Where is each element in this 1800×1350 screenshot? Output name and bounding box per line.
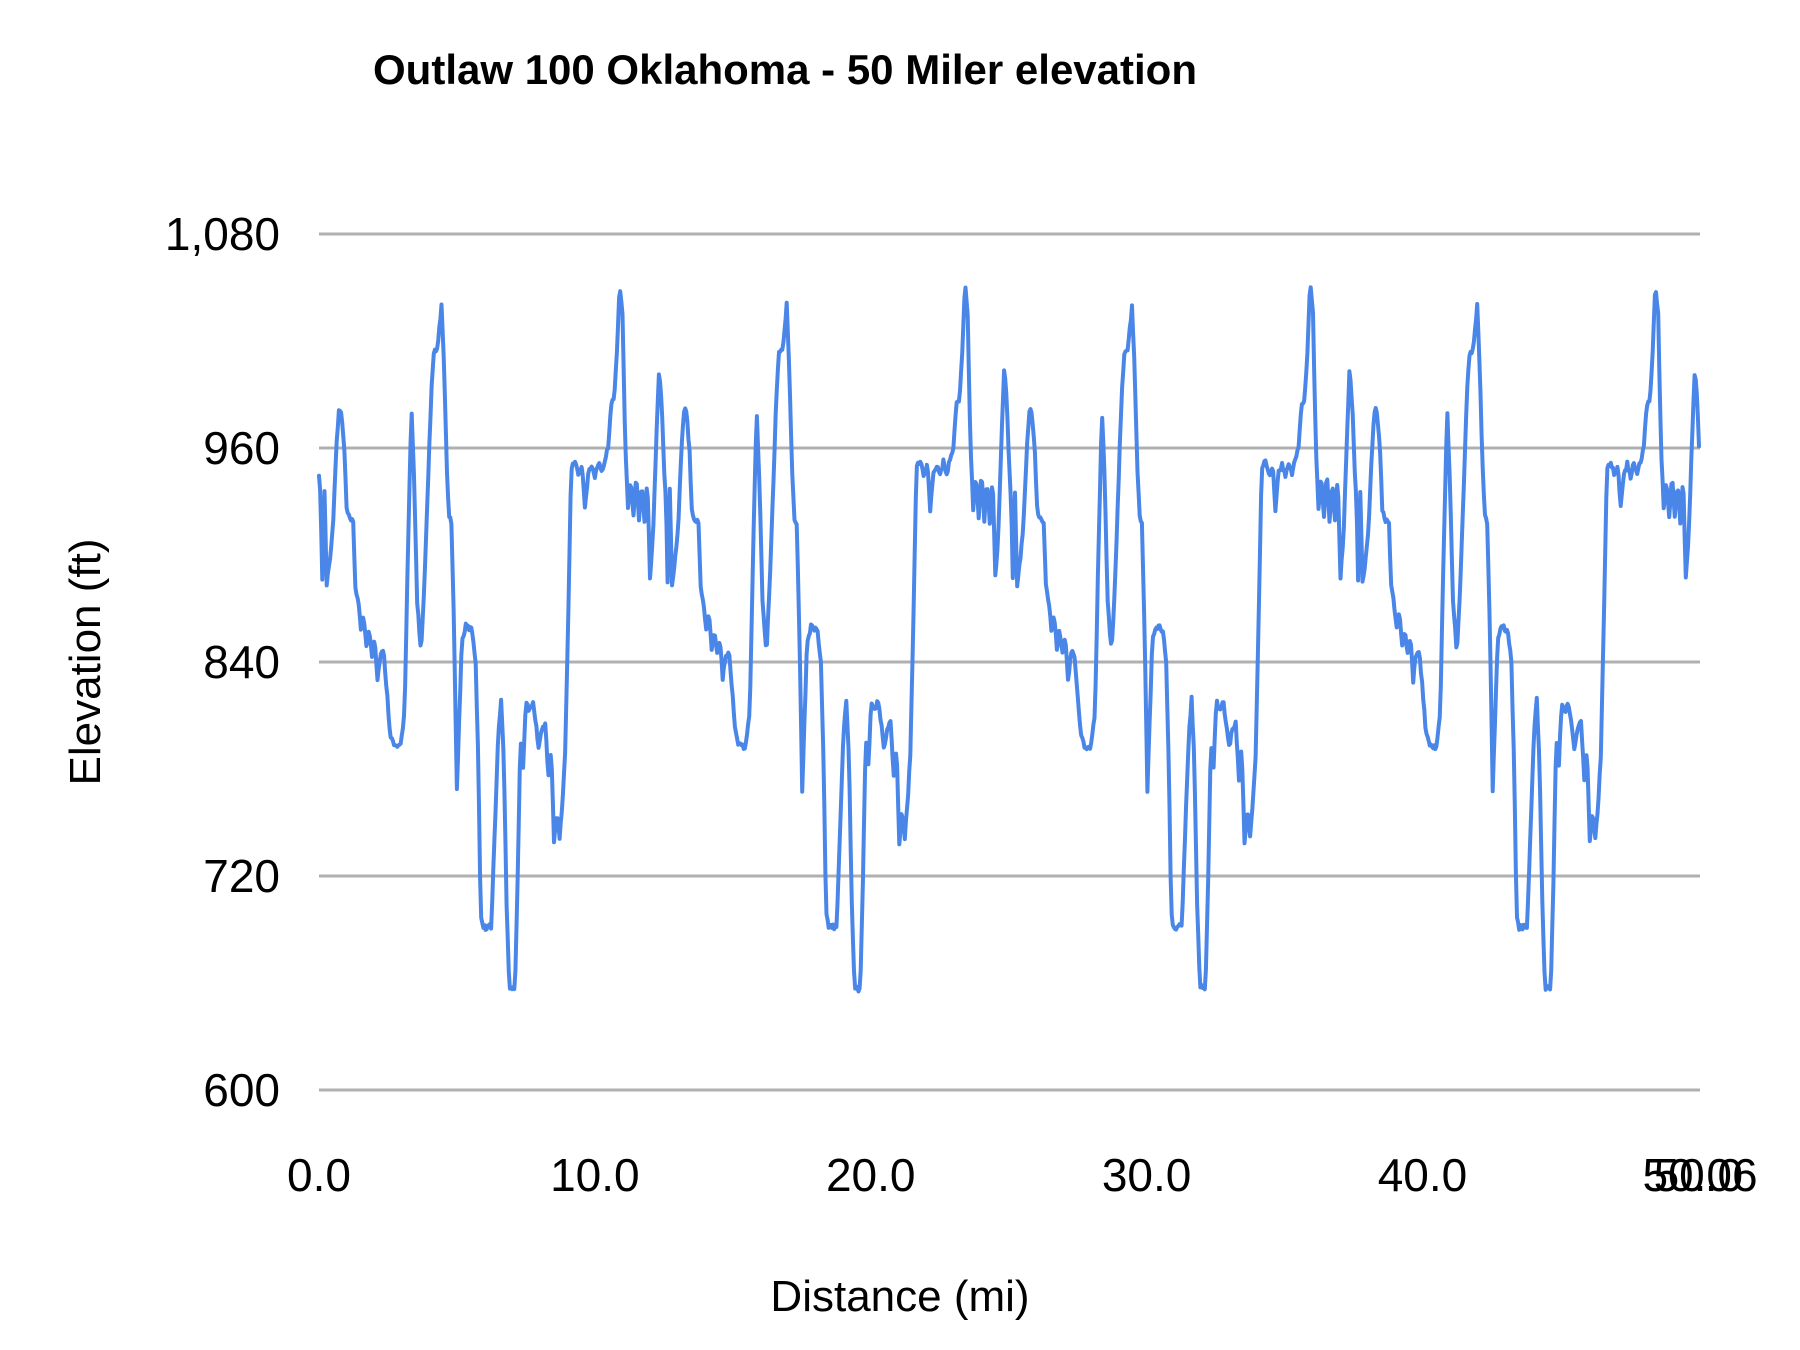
x-tick-label: 20.0 bbox=[825, 1149, 916, 1201]
x-tick-label: 10.0 bbox=[550, 1149, 640, 1201]
x-tick-label: 0.0 bbox=[287, 1149, 351, 1201]
chart-title: Outlaw 100 Oklahoma - 50 Miler elevation bbox=[373, 46, 1197, 93]
y-tick-label: 1,080 bbox=[164, 208, 280, 260]
x-end-tick-label: 50.06 bbox=[1642, 1149, 1758, 1201]
elevation-line bbox=[317, 285, 1701, 994]
y-tick-label: 960 bbox=[203, 422, 280, 474]
y-tick-label: 600 bbox=[203, 1064, 280, 1116]
y-tick-label: 720 bbox=[203, 850, 280, 902]
x-tick-label: 30.0 bbox=[1101, 1149, 1192, 1201]
x-tick-label: 50.0 bbox=[1653, 1149, 1744, 1201]
x-axis-title: Distance (mi) bbox=[770, 1272, 1030, 1321]
x-tick-label: 40.0 bbox=[1377, 1149, 1468, 1201]
elevation-series bbox=[317, 285, 1701, 994]
y-tick-label: 840 bbox=[203, 636, 280, 688]
gridlines bbox=[319, 232, 1700, 1092]
